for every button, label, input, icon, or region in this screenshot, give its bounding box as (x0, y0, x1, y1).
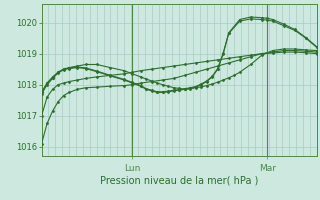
X-axis label: Pression niveau de la mer( hPa ): Pression niveau de la mer( hPa ) (100, 175, 258, 185)
